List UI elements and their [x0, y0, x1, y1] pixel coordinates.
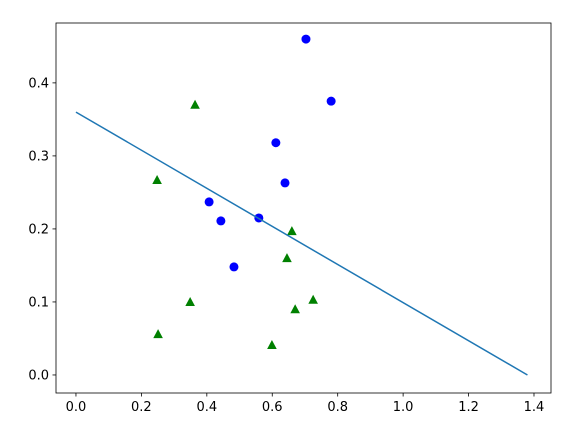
triangle-point	[153, 329, 163, 339]
y-tick-label: 0.0	[28, 368, 49, 383]
y-tick-label: 0.3	[28, 149, 49, 164]
x-tick-label: 1.0	[393, 400, 414, 415]
x-tick-label: 0.6	[262, 400, 283, 415]
plot-frame	[55, 22, 552, 394]
circle-point	[216, 216, 226, 226]
triangle-point	[267, 340, 277, 350]
y-tick-label: 0.2	[28, 222, 49, 237]
x-tick-label: 0.4	[196, 400, 217, 415]
circle-point	[326, 96, 336, 106]
trend-line	[75, 111, 528, 376]
circle-point	[204, 197, 214, 207]
triangle-point	[287, 226, 297, 236]
x-tick-label: 0.2	[131, 400, 152, 415]
x-tick-label: 0.8	[327, 400, 348, 415]
y-tick-label: 0.4	[28, 76, 49, 91]
circle-point	[301, 34, 311, 44]
triangle-point	[308, 294, 318, 304]
x-tick-label: 0.0	[66, 400, 87, 415]
circle-point	[280, 178, 290, 188]
circle-point	[271, 138, 281, 148]
x-tick-label: 1.4	[524, 400, 545, 415]
triangle-point	[290, 304, 300, 314]
y-tick-label: 0.1	[28, 295, 49, 310]
triangle-point	[152, 174, 162, 184]
x-tick-label: 1.2	[458, 400, 479, 415]
triangle-point	[282, 253, 292, 263]
triangle-point	[185, 296, 195, 306]
triangle-point	[190, 99, 200, 109]
circle-point	[229, 262, 239, 272]
